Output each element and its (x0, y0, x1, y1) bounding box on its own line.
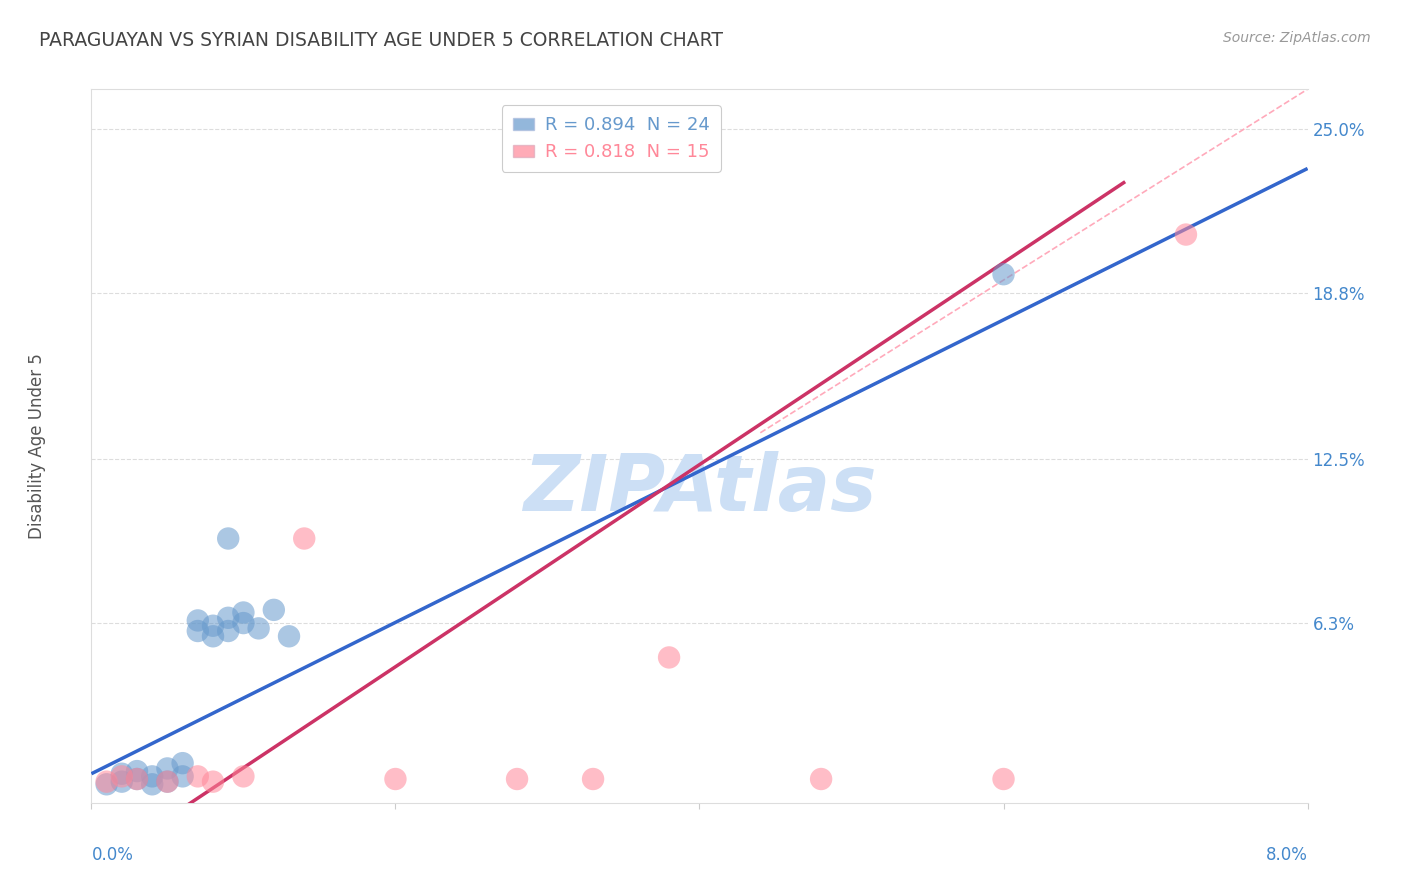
Text: Disability Age Under 5: Disability Age Under 5 (28, 353, 45, 539)
Text: 0.0%: 0.0% (91, 846, 134, 863)
Point (125, 772, 148, 786)
Point (172, 769, 194, 783)
Point (141, 777, 163, 791)
Point (172, 756, 194, 771)
Point (582, 772, 605, 786)
Point (187, 614, 209, 628)
Point (125, 772, 148, 786)
Text: Source: ZipAtlas.com: Source: ZipAtlas.com (1223, 31, 1371, 45)
Point (96, 777, 118, 791)
Text: ZIPAtlas: ZIPAtlas (523, 450, 876, 527)
Point (217, 624, 239, 638)
Point (232, 769, 254, 783)
Point (156, 774, 179, 789)
Point (187, 624, 209, 638)
Point (247, 621, 270, 635)
Point (506, 772, 529, 786)
Point (232, 616, 254, 631)
Point (993, 267, 1015, 281)
Point (202, 618, 225, 632)
Point (292, 532, 315, 546)
Point (810, 772, 832, 786)
Legend: R = 0.894  N = 24, R = 0.818  N = 15: R = 0.894 N = 24, R = 0.818 N = 15 (502, 105, 721, 172)
Text: 8.0%: 8.0% (1265, 846, 1308, 863)
Point (96, 774, 118, 789)
Point (202, 774, 225, 789)
Text: PARAGUAYAN VS SYRIAN DISABILITY AGE UNDER 5 CORRELATION CHART: PARAGUAYAN VS SYRIAN DISABILITY AGE UNDE… (39, 31, 723, 50)
Point (141, 769, 163, 783)
Point (125, 764, 148, 778)
Point (263, 603, 285, 617)
Point (111, 769, 134, 783)
Point (202, 629, 225, 643)
Point (217, 611, 239, 625)
Point (658, 650, 681, 665)
Point (156, 774, 179, 789)
Point (993, 772, 1015, 786)
Point (217, 532, 239, 546)
Point (156, 761, 179, 775)
Point (232, 606, 254, 620)
Point (278, 629, 301, 643)
Point (111, 774, 134, 789)
Point (111, 766, 134, 780)
Point (1174, 227, 1197, 242)
Point (384, 772, 406, 786)
Point (187, 769, 209, 783)
